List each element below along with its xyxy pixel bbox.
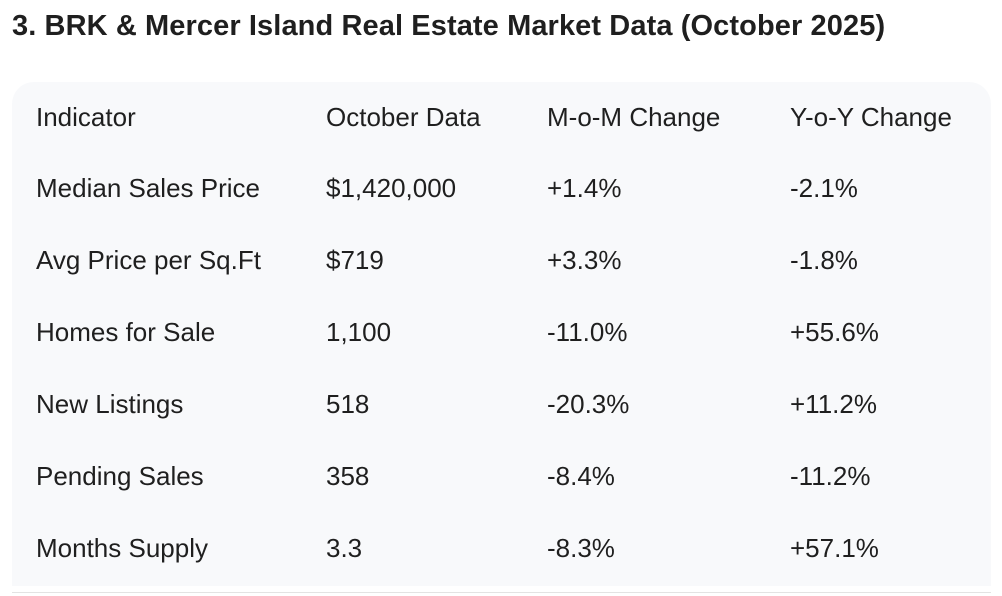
indicator-cell: Median Sales Price <box>36 172 260 203</box>
table-bottom-divider <box>12 592 991 593</box>
market-data-table: Indicator October Data M-o-M Change Y-o-… <box>12 82 991 584</box>
table-row: New Listings 518 -20.3% +11.2% <box>12 368 991 440</box>
indicator-cell: Months Supply <box>36 532 208 563</box>
mom-change-cell: +3.3% <box>547 244 622 275</box>
column-header-yoy-change: Y-o-Y Change <box>790 101 952 132</box>
october-data-cell: $719 <box>326 244 384 275</box>
october-data-cell: 358 <box>326 460 370 491</box>
table-row: Pending Sales 358 -8.4% -11.2% <box>12 440 991 512</box>
yoy-change-cell: +55.6% <box>790 316 879 347</box>
october-data-cell: 1,100 <box>326 316 392 347</box>
column-header-mom-change: M-o-M Change <box>547 101 721 132</box>
yoy-change-cell: -2.1% <box>790 172 858 203</box>
page-title: 3. BRK & Mercer Island Real Estate Marke… <box>12 10 886 42</box>
mom-change-cell: -11.0% <box>547 316 628 347</box>
column-header-indicator: Indicator <box>36 101 136 132</box>
mom-change-cell: +1.4% <box>547 172 622 203</box>
yoy-change-cell: +57.1% <box>790 532 879 563</box>
october-data-cell: 3.3 <box>326 532 363 563</box>
table-row: Avg Price per Sq.Ft $719 +3.3% -1.8% <box>12 224 991 296</box>
table-row: Median Sales Price $1,420,000 +1.4% -2.1… <box>12 152 991 224</box>
indicator-cell: Pending Sales <box>36 460 204 491</box>
market-data-table-card: Indicator October Data M-o-M Change Y-o-… <box>12 82 991 586</box>
column-header-october-data: October Data <box>326 101 481 132</box>
mom-change-cell: -8.4% <box>547 460 615 491</box>
table-row: Months Supply 3.3 -8.3% +57.1% <box>12 512 991 584</box>
yoy-change-cell: +11.2% <box>790 388 877 419</box>
table-row: Homes for Sale 1,100 -11.0% +55.6% <box>12 296 991 368</box>
table-header-row: Indicator October Data M-o-M Change Y-o-… <box>12 82 991 152</box>
october-data-cell: 518 <box>326 388 370 419</box>
indicator-cell: Avg Price per Sq.Ft <box>36 244 261 275</box>
mom-change-cell: -20.3% <box>547 388 630 419</box>
indicator-cell: New Listings <box>36 388 184 419</box>
yoy-change-cell: -1.8% <box>790 244 858 275</box>
indicator-cell: Homes for Sale <box>36 316 216 347</box>
october-data-cell: $1,420,000 <box>326 172 457 203</box>
mom-change-cell: -8.3% <box>547 532 615 563</box>
yoy-change-cell: -11.2% <box>790 460 871 491</box>
